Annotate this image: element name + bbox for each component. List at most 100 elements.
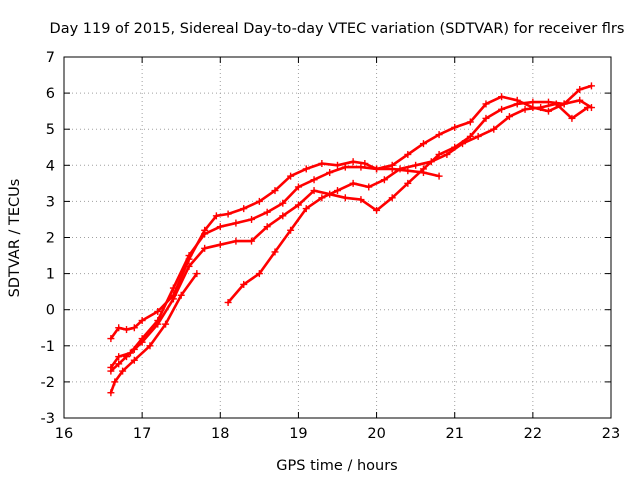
- data-point: [294, 183, 302, 191]
- x-tick-label: 16: [55, 426, 73, 442]
- data-point: [388, 161, 396, 169]
- data-point: [419, 165, 427, 173]
- data-point: [130, 324, 138, 332]
- data-point: [185, 262, 193, 270]
- y-tick-label: 4: [46, 158, 55, 174]
- y-tick-label: 5: [46, 122, 55, 138]
- data-point: [162, 320, 170, 328]
- data-point: [404, 179, 412, 187]
- data-point: [302, 165, 310, 173]
- x-tick-label: 17: [133, 426, 151, 442]
- data-point: [568, 114, 576, 122]
- data-point: [373, 206, 381, 214]
- data-point: [224, 298, 232, 306]
- data-point: [341, 163, 349, 171]
- series-line: [109, 99, 593, 373]
- x-tick-label: 20: [367, 426, 385, 442]
- data-point: [310, 187, 318, 195]
- x-tick-label: 18: [211, 426, 229, 442]
- data-point: [263, 223, 271, 231]
- data-point: [294, 201, 302, 209]
- data-point: [373, 165, 381, 173]
- data-point: [154, 308, 162, 316]
- series-line: [109, 84, 593, 369]
- data-point: [123, 326, 131, 334]
- data-point: [248, 237, 256, 245]
- data-series: [107, 82, 595, 397]
- x-tick-label: 19: [289, 426, 307, 442]
- data-point: [427, 158, 435, 166]
- grid-lines: [64, 57, 611, 418]
- data-point: [412, 161, 420, 169]
- data-point: [107, 363, 115, 371]
- data-point: [466, 118, 474, 126]
- y-tick-label: -2: [41, 375, 55, 391]
- data-point: [107, 389, 115, 397]
- data-point: [334, 161, 341, 169]
- data-point: [271, 248, 279, 256]
- data-point: [119, 367, 127, 375]
- data-point: [576, 85, 584, 93]
- data-point: [560, 100, 568, 108]
- y-tick-label: 6: [46, 86, 55, 102]
- data-point: [552, 100, 560, 108]
- data-point: [138, 317, 146, 325]
- y-tick-label: 7: [46, 50, 55, 66]
- data-point: [185, 252, 193, 260]
- data-point: [576, 96, 584, 104]
- data-point: [224, 210, 232, 218]
- data-point: [404, 150, 412, 158]
- data-point: [326, 169, 334, 177]
- data-point: [318, 194, 326, 202]
- data-point: [490, 125, 498, 133]
- data-point: [115, 353, 123, 361]
- series-track-2: [107, 96, 595, 375]
- data-point: [216, 241, 224, 249]
- data-point: [240, 280, 248, 288]
- data-point: [232, 219, 240, 227]
- data-point: [380, 176, 388, 184]
- data-point: [263, 208, 271, 216]
- data-point: [498, 105, 506, 113]
- x-tick-label: 23: [602, 426, 620, 442]
- data-point: [232, 237, 240, 245]
- data-point: [584, 104, 592, 112]
- x-axis-label: GPS time / hours: [276, 458, 397, 474]
- data-point: [130, 356, 138, 364]
- data-point: [201, 244, 209, 252]
- x-tick-labels: 16 17 18 19 20 21 22 23: [55, 426, 620, 442]
- data-point: [318, 159, 326, 167]
- data-point: [212, 212, 220, 220]
- data-point: [419, 140, 427, 148]
- y-tick-label: 3: [46, 194, 55, 210]
- data-point: [169, 295, 177, 303]
- data-point: [443, 150, 451, 158]
- data-point: [521, 105, 529, 113]
- y-tick-label: -1: [41, 339, 55, 355]
- data-point: [255, 270, 263, 278]
- y-tick-label: 1: [46, 267, 55, 283]
- data-point: [482, 114, 490, 122]
- data-point: [111, 378, 119, 386]
- data-point: [498, 93, 506, 101]
- y-tick-label: -3: [41, 411, 55, 427]
- data-point: [107, 335, 115, 343]
- data-point: [287, 172, 295, 180]
- data-point: [388, 194, 396, 202]
- data-point: [361, 159, 369, 167]
- data-point: [357, 196, 365, 204]
- series-track-4: [107, 100, 592, 397]
- y-tick-label: 2: [46, 231, 55, 247]
- data-point: [459, 140, 467, 148]
- data-point: [255, 197, 263, 205]
- axis-ticks: [63, 56, 612, 419]
- data-point: [310, 176, 318, 184]
- series-line: [109, 102, 589, 394]
- data-point: [482, 100, 490, 108]
- data-point: [349, 158, 357, 166]
- data-point: [287, 226, 295, 234]
- data-point: [279, 212, 287, 220]
- chart-title: Day 119 of 2015, Sidereal Day-to-day VTE…: [50, 21, 625, 37]
- data-point: [201, 230, 209, 238]
